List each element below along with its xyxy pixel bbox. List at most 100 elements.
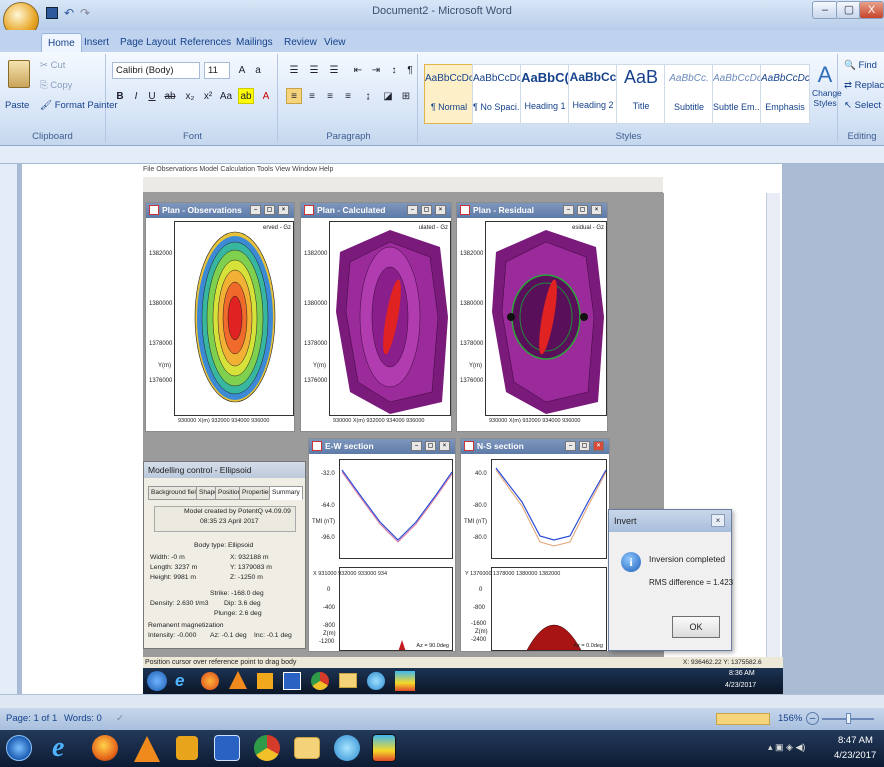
style-title[interactable]: AaB Title bbox=[616, 64, 666, 124]
word-icon[interactable] bbox=[214, 735, 240, 761]
vertical-scrollbar[interactable] bbox=[766, 193, 780, 663]
save-icon[interactable] bbox=[46, 7, 58, 19]
align-right-icon[interactable]: ≡ bbox=[327, 91, 333, 102]
tab-view[interactable]: View bbox=[324, 37, 346, 48]
tab-background-field[interactable]: Background field bbox=[148, 486, 203, 500]
firefox-icon[interactable] bbox=[92, 735, 118, 761]
tab-insert[interactable]: Insert bbox=[84, 37, 110, 48]
increase-indent-icon[interactable]: ⇥ bbox=[371, 65, 381, 76]
find-button[interactable]: 🔍 Find bbox=[844, 60, 877, 71]
tab-mailings[interactable]: Mailings bbox=[236, 37, 273, 48]
vlc-icon[interactable] bbox=[134, 736, 160, 762]
clock-date[interactable]: 4/23/2017 bbox=[834, 750, 877, 761]
redo-icon[interactable]: ↷ bbox=[80, 6, 91, 20]
superscript-icon[interactable]: x² bbox=[203, 91, 213, 102]
minimize-button[interactable]: – bbox=[812, 1, 838, 19]
clock-time[interactable]: 8:47 AM bbox=[838, 735, 873, 746]
copy-button[interactable]: ⎘ Copy bbox=[40, 80, 73, 91]
font-name-combo[interactable]: Calibri (Body) bbox=[112, 62, 200, 79]
tray-icons[interactable]: ▴ ▣ ◈ ◀) bbox=[768, 742, 806, 752]
tab-home[interactable]: Home bbox=[41, 33, 82, 52]
align-left-icon[interactable]: ≡ bbox=[286, 88, 302, 104]
y-tick: 1382000 bbox=[304, 251, 328, 257]
font-size-combo[interactable]: 11 bbox=[204, 62, 230, 79]
shrink-font-icon[interactable]: a bbox=[255, 65, 261, 76]
horizontal-ruler[interactable] bbox=[0, 146, 884, 164]
tab-review[interactable]: Review bbox=[284, 37, 317, 48]
format-painter-button[interactable]: 🖌 Format Painter bbox=[40, 100, 118, 111]
close-button[interactable]: X bbox=[859, 1, 884, 19]
word-count[interactable]: Words: 0 bbox=[64, 713, 102, 724]
view-buttons[interactable] bbox=[716, 713, 770, 725]
bold-icon[interactable]: B bbox=[116, 91, 124, 102]
created-by-text: Model created by PotentQ v4.09.09 bbox=[184, 508, 291, 515]
replace-button[interactable]: ⇄ Replac bbox=[844, 80, 884, 91]
x-ticks: Y 1376000 1378000 1380000 1382000 bbox=[465, 571, 561, 577]
width-value: Width: -0 m bbox=[150, 554, 185, 561]
style-sample: AaBbCc. bbox=[669, 73, 709, 84]
style-normal[interactable]: AaBbCcDc ¶ Normal bbox=[424, 64, 474, 124]
strike-value: Strike: -168.0 deg bbox=[210, 590, 264, 597]
zoom-thumb[interactable] bbox=[846, 713, 851, 724]
style-emphasis[interactable]: AaBbCcDc Emphasis bbox=[760, 64, 810, 124]
windows-taskbar: e ▴ ▣ ◈ ◀) 8:47 AM 4/23/2017 bbox=[0, 730, 884, 767]
numbering-icon[interactable]: ☰ bbox=[309, 65, 319, 76]
zoom-out-icon[interactable]: – bbox=[806, 712, 819, 725]
dialog-close-icon[interactable]: × bbox=[711, 514, 725, 527]
decrease-indent-icon[interactable]: ⇤ bbox=[353, 65, 363, 76]
underline-icon[interactable]: U bbox=[148, 91, 156, 102]
style-subtle-emphasis[interactable]: AaBbCcDc Subtle Em... bbox=[712, 64, 762, 124]
potentq-icon[interactable] bbox=[372, 734, 396, 762]
plan-calculated-window: Plan - Calculated – ▢ × ulated - Gz 1382000… bbox=[300, 202, 452, 432]
grow-font-icon[interactable]: A bbox=[238, 65, 246, 76]
bullets-icon[interactable]: ☰ bbox=[289, 65, 299, 76]
tab-page-layout[interactable]: Page Layout bbox=[120, 37, 177, 48]
align-center-icon[interactable]: ≡ bbox=[309, 91, 315, 102]
dip-value: Dip: 3.6 deg bbox=[224, 600, 261, 607]
maximize-button[interactable]: ▢ bbox=[836, 1, 862, 19]
line-spacing-icon[interactable]: ↨ bbox=[365, 91, 371, 102]
explorer-icon[interactable] bbox=[294, 737, 320, 759]
style-heading-2[interactable]: AaBbCc Heading 2 bbox=[568, 64, 618, 124]
shading-icon[interactable]: ◪ bbox=[383, 91, 393, 102]
justify-icon[interactable]: ≡ bbox=[345, 91, 351, 102]
select-button[interactable]: ↖ Select bbox=[844, 100, 882, 111]
italic-icon[interactable]: I bbox=[134, 91, 138, 102]
created-date-text: 08:35 23 April 2017 bbox=[200, 518, 259, 525]
tab-references[interactable]: References bbox=[180, 37, 232, 48]
paste-button[interactable]: Paste bbox=[5, 100, 30, 111]
start-orb-icon bbox=[147, 671, 167, 691]
subscript-icon[interactable]: x₂ bbox=[185, 91, 195, 102]
chrome-icon[interactable] bbox=[254, 735, 280, 761]
style-name: ¶ Normal bbox=[430, 102, 468, 112]
show-marks-icon[interactable]: ¶ bbox=[407, 65, 413, 76]
highlight-icon[interactable]: ab bbox=[238, 88, 254, 104]
change-styles-button[interactable]: A Change Styles bbox=[812, 62, 842, 126]
change-case-icon[interactable]: Aa bbox=[219, 91, 233, 102]
undo-icon[interactable]: ↶ bbox=[64, 6, 75, 20]
zoom-level[interactable]: 156% bbox=[778, 713, 803, 724]
page-count[interactable]: Page: 1 of 1 bbox=[6, 713, 58, 724]
tab-summary[interactable]: Summary bbox=[269, 486, 303, 500]
cut-button[interactable]: ✂ Cut bbox=[40, 60, 66, 71]
style-subtitle[interactable]: AaBbCc. Subtitle bbox=[664, 64, 714, 124]
sort-icon[interactable]: ↕ bbox=[391, 65, 397, 76]
style-no-spacing[interactable]: AaBbCcDc ¶ No Spaci... bbox=[472, 64, 522, 124]
plan-title: Plan - Observations bbox=[162, 205, 242, 215]
quick-access-toolbar[interactable]: ↶ ↷ bbox=[44, 6, 104, 22]
media-player-icon[interactable] bbox=[176, 736, 198, 760]
start-button[interactable] bbox=[6, 735, 32, 761]
horizontal-scrollbar[interactable] bbox=[0, 694, 884, 708]
borders-icon[interactable]: ⊞ bbox=[401, 91, 411, 102]
paste-icon[interactable] bbox=[8, 60, 30, 88]
proofing-icon[interactable]: ✓ bbox=[116, 713, 124, 724]
app-icon[interactable] bbox=[334, 735, 360, 761]
internet-explorer-icon[interactable]: e bbox=[52, 732, 65, 763]
font-color-icon[interactable]: A bbox=[262, 91, 270, 102]
vertical-ruler[interactable] bbox=[0, 164, 18, 694]
style-heading-1[interactable]: AaBbC(Heading 1 bbox=[520, 64, 570, 124]
ok-button[interactable]: OK bbox=[672, 616, 720, 638]
multilevel-list-icon[interactable]: ☰ bbox=[329, 65, 339, 76]
x-ticks: 930000 X(m) 932000 934000 936000 bbox=[178, 418, 270, 424]
strikethrough-icon[interactable]: ab bbox=[164, 91, 176, 102]
